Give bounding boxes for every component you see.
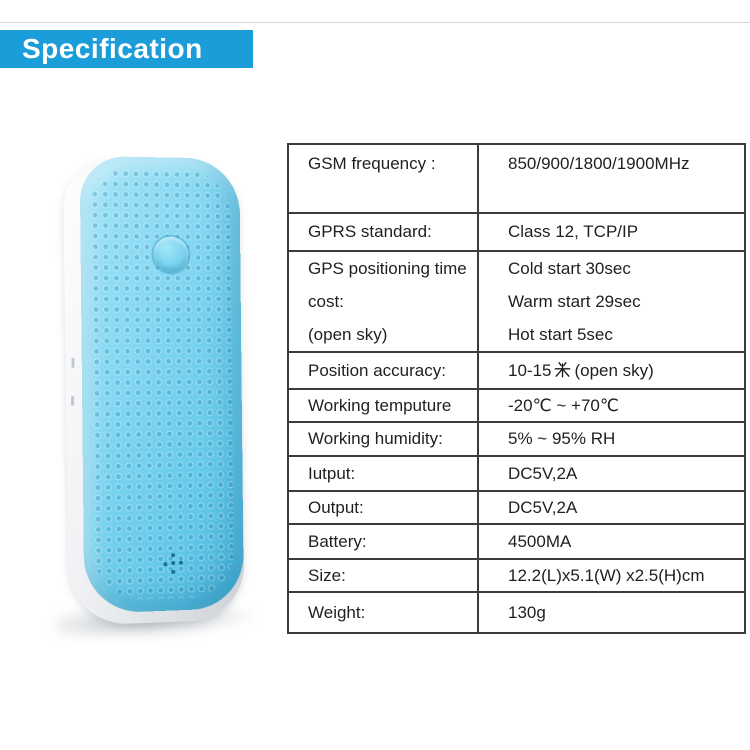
spec-value-line: Hot start 5sec — [508, 325, 613, 344]
dotted-texture — [89, 168, 235, 602]
spec-label: Position accuracy: — [287, 351, 479, 390]
spec-value: 5% ~ 95% RH — [477, 421, 746, 457]
spec-row-working-temperature: Working temputure -20℃ ~ +70℃ — [287, 388, 746, 423]
spec-label: GSM frequency : — [287, 143, 479, 214]
spec-label: GPS positioning time cost: (open sky) — [287, 250, 479, 353]
spec-value: Cold start 30sec Warm start 29sec Hot st… — [477, 250, 746, 353]
spec-row-position-accuracy: Position accuracy: 10-15 (open sky) — [287, 351, 746, 390]
spec-label: GPRS standard: — [287, 212, 479, 252]
spec-value: 10-15 (open sky) — [477, 351, 746, 390]
spec-label-line: (open sky) — [308, 325, 388, 344]
spec-value: 12.2(L)x5.1(W) x2.5(H)cm — [477, 558, 746, 593]
spec-row-weight: Weight: 130g — [287, 591, 746, 634]
side-seam — [71, 357, 75, 368]
spec-value: 4500MA — [477, 523, 746, 560]
side-seam — [71, 395, 75, 406]
spec-value: 850/900/1800/1900MHz — [477, 143, 746, 214]
specification-banner: Specification — [0, 30, 253, 68]
page-title: Specification — [22, 33, 203, 64]
product-photo — [48, 150, 278, 660]
spec-label: Weight: — [287, 591, 479, 634]
spec-row-input: Iutput: DC5V,2A — [287, 455, 746, 492]
spec-row-size: Size: 12.2(L)x5.1(W) x2.5(H)cm — [287, 558, 746, 593]
spec-label: Size: — [287, 558, 479, 593]
spec-row-working-humidity: Working humidity: 5% ~ 95% RH — [287, 421, 746, 457]
spec-value: -20℃ ~ +70℃ — [477, 388, 746, 423]
spec-label-line: cost: — [308, 292, 344, 311]
spec-value: DC5V,2A — [477, 490, 746, 525]
spec-label: Working temputure — [287, 388, 479, 423]
cjk-meter-icon — [555, 361, 571, 377]
spec-value: 130g — [477, 591, 746, 634]
device-front-face — [79, 155, 244, 614]
top-divider-line — [0, 22, 750, 23]
spec-value-line: Cold start 30sec — [508, 259, 631, 278]
spec-row-output: Output: DC5V,2A — [287, 490, 746, 525]
spec-row-gps-positioning-time: GPS positioning time cost: (open sky) Co… — [287, 250, 746, 353]
spec-label: Output: — [287, 490, 479, 525]
spec-label: Battery: — [287, 523, 479, 560]
spec-label: Iutput: — [287, 455, 479, 492]
spec-value: Class 12, TCP/IP — [477, 212, 746, 252]
spec-value-line: Warm start 29sec — [508, 292, 641, 311]
spec-value-prefix: 10-15 — [508, 360, 552, 380]
spec-value-suffix: (open sky) — [574, 360, 654, 380]
spec-table: GSM frequency : 850/900/1800/1900MHz GPR… — [287, 143, 746, 634]
spec-value: DC5V,2A — [477, 455, 746, 492]
spec-row-gprs-standard: GPRS standard: Class 12, TCP/IP — [287, 212, 746, 252]
device-round-button — [153, 236, 189, 273]
spec-row-battery: Battery: 4500MA — [287, 523, 746, 560]
spec-row-gsm-frequency: GSM frequency : 850/900/1800/1900MHz — [287, 143, 746, 214]
spec-label-line: GPS positioning time — [308, 259, 467, 278]
spec-label: Working humidity: — [287, 421, 479, 457]
